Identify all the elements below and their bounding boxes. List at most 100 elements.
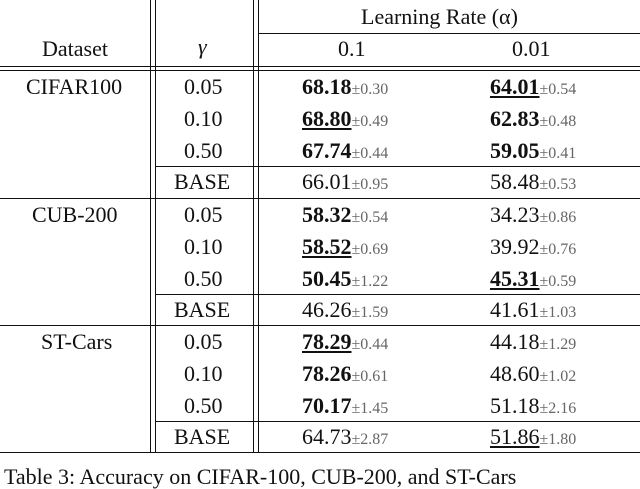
accuracy-std: ±0.44: [351, 144, 389, 162]
accuracy-std: ±1.59: [351, 304, 389, 322]
accuracy-mean: 45.31: [490, 265, 540, 291]
lr-column-header-0.01: 0.01: [512, 36, 551, 61]
hrule-header-2: [0, 70, 640, 71]
accuracy-std: ±0.53: [539, 176, 577, 194]
hrule-cifar-end: [0, 198, 640, 199]
gamma-cell: 0.50: [184, 137, 223, 163]
accuracy-std: ±2.16: [539, 399, 577, 417]
vrule-mid-2: [258, 0, 259, 452]
accuracy-mean: 70.17: [302, 392, 352, 418]
accuracy-std: ±0.49: [351, 112, 389, 130]
accuracy-mean: 50.45: [302, 265, 352, 291]
gamma-cell: 0.05: [184, 329, 223, 354]
accuracy-mean: 64.01: [490, 74, 540, 99]
accuracy-cell: 44.18±1.29: [490, 331, 576, 353]
accuracy-mean: 51.18: [490, 392, 540, 418]
accuracy-mean: 51.86: [490, 424, 540, 450]
accuracy-std: ±1.29: [539, 336, 577, 353]
gamma-cell: BASE: [174, 297, 231, 323]
accuracy-std: ±0.41: [539, 144, 577, 162]
accuracy-std: ±0.48: [539, 112, 577, 130]
accuracy-cell: 67.74±0.44: [302, 137, 389, 163]
accuracy-std: ±2.87: [351, 431, 389, 449]
dataset-label: ST-Cars: [41, 329, 113, 354]
accuracy-std: ±0.44: [351, 336, 389, 353]
accuracy-mean: 66.01: [302, 169, 352, 195]
accuracy-std: ±0.95: [351, 176, 389, 194]
accuracy-mean: 68.18: [302, 74, 352, 99]
accuracy-cell: 78.29±0.44: [302, 331, 388, 353]
accuracy-mean: 67.74: [302, 137, 352, 163]
accuracy-cell: 41.61±1.03: [490, 299, 576, 321]
accuracy-cell: 58.48±0.53: [490, 171, 576, 193]
accuracy-mean: 41.61: [490, 297, 540, 323]
hrule-under-group-header: [259, 33, 640, 34]
accuracy-mean: 68.80: [302, 105, 352, 131]
accuracy-std: ±1.03: [539, 304, 577, 322]
learning-rate-group-header: Learning Rate (α): [361, 4, 518, 29]
accuracy-cell: 68.80±0.49: [302, 105, 389, 131]
accuracy-mean: 39.92: [490, 233, 540, 259]
hrule-table-bottom: [0, 452, 640, 453]
accuracy-std: ±1.80: [539, 431, 577, 449]
gamma-column-header: γ: [198, 34, 207, 59]
gamma-cell: BASE: [174, 169, 231, 195]
accuracy-mean: 34.23: [490, 202, 540, 227]
accuracy-cell: 58.52±0.69: [302, 233, 389, 259]
accuracy-std: ±0.69: [351, 240, 389, 258]
accuracy-cell: 66.01±0.95: [302, 171, 388, 193]
hrule-header-1: [0, 66, 640, 67]
table-caption: Table 3: Accuracy on CIFAR-100, CUB-200,…: [4, 464, 517, 489]
accuracy-mean: 62.83: [490, 105, 540, 131]
accuracy-cell: 58.32±0.54: [302, 204, 388, 226]
gamma-cell: 0.10: [184, 105, 223, 131]
accuracy-mean: 46.26: [302, 297, 352, 323]
accuracy-cell: 50.45±1.22: [302, 265, 389, 291]
gamma-cell: 0.10: [184, 233, 223, 259]
accuracy-cell: 59.05±0.41: [490, 137, 577, 163]
accuracy-cell: 46.26±1.59: [302, 299, 388, 321]
accuracy-std: ±0.54: [539, 81, 577, 98]
accuracy-std: ±0.54: [351, 209, 389, 226]
accuracy-cell: 51.86±1.80: [490, 426, 576, 448]
accuracy-mean: 78.26: [302, 360, 352, 386]
accuracy-cell: 70.17±1.45: [302, 392, 389, 418]
hrule-cub-base: [156, 294, 640, 295]
accuracy-mean: 58.32: [302, 202, 352, 227]
accuracy-cell: 48.60±1.02: [490, 360, 577, 386]
gamma-cell: 0.10: [184, 360, 223, 386]
accuracy-std: ±0.61: [351, 367, 389, 385]
accuracy-std: ±1.22: [351, 272, 389, 290]
accuracy-std: ±0.76: [539, 240, 577, 258]
accuracy-std: ±1.02: [539, 367, 577, 385]
accuracy-cell: 39.92±0.76: [490, 233, 577, 259]
accuracy-cell: 34.23±0.86: [490, 204, 576, 226]
gamma-cell: 0.05: [184, 202, 223, 227]
accuracy-cell: 62.83±0.48: [490, 105, 577, 131]
gamma-cell: 0.50: [184, 265, 223, 291]
vrule-left-1: [150, 0, 151, 452]
gamma-cell: 0.05: [184, 74, 223, 99]
accuracy-cell: 51.18±2.16: [490, 392, 577, 418]
gamma-cell: BASE: [174, 424, 231, 450]
accuracy-std: ±1.45: [351, 399, 389, 417]
accuracy-cell: 64.73±2.87: [302, 426, 388, 448]
accuracy-mean: 48.60: [490, 360, 540, 386]
accuracy-std: ±0.59: [539, 272, 577, 290]
lr-column-header-0.1: 0.1: [338, 36, 366, 61]
dataset-label: CIFAR100: [26, 74, 123, 99]
vrule-left-2: [155, 0, 156, 452]
accuracy-cell: 45.31±0.59: [490, 265, 577, 291]
accuracy-mean: 78.29: [302, 329, 352, 354]
accuracy-mean: 59.05: [490, 137, 540, 163]
accuracy-mean: 64.73: [302, 424, 352, 450]
hrule-cars-base: [156, 421, 640, 422]
accuracy-std: ±0.86: [539, 209, 577, 226]
gamma-cell: 0.50: [184, 392, 223, 418]
accuracy-cell: 78.26±0.61: [302, 360, 389, 386]
accuracy-mean: 58.52: [302, 233, 352, 259]
vrule-mid-1: [253, 0, 254, 452]
hrule-cifar-base: [156, 166, 640, 167]
accuracy-cell: 68.18±0.30: [302, 76, 388, 98]
